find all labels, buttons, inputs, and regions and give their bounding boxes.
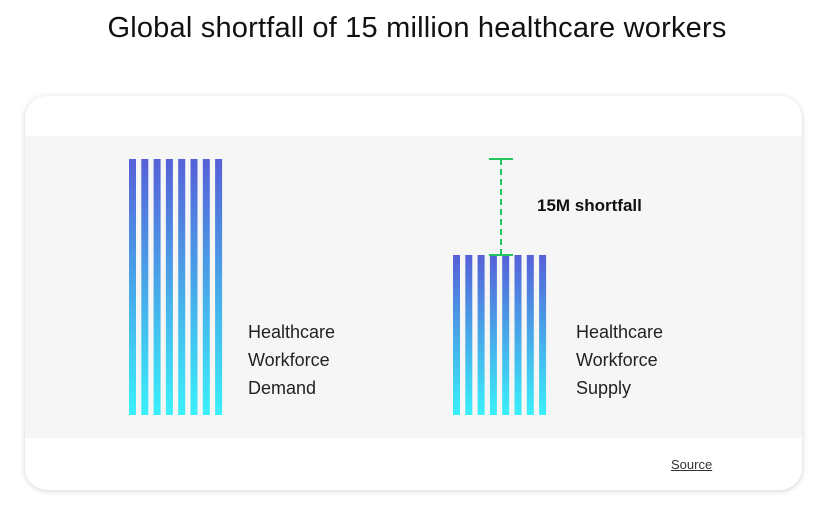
bar-label-demand: Healthcare Workforce Demand [248,322,336,398]
bar-stripe [539,255,547,415]
shortfall-annotation: 15M shortfall [537,196,642,215]
page-title: Global shortfall of 15 million healthcar… [107,12,727,44]
bar-stripe [202,159,210,415]
bar-stripe [526,255,534,415]
bar-stripe [129,159,136,415]
bar-stripe [215,159,223,415]
bar-stripe [502,255,510,415]
chart-card: Healthcare Workforce Demand Healthcare W… [25,96,802,490]
bar-stripe [178,159,186,415]
bar-stripe [465,255,473,415]
bar-chart [129,158,547,415]
bar-demand [129,159,223,415]
bar-stripe [489,255,497,415]
bar-stripe [141,159,149,415]
bar-stripe [453,255,460,415]
bar-stripe [477,255,485,415]
source-link[interactable]: Source [671,457,713,472]
bar-stripe [165,159,173,415]
bar-label-supply: Healthcare Workforce Supply [576,322,664,398]
bar-stripe [153,159,161,415]
bar-supply [453,255,547,415]
bar-stripe [190,159,198,415]
bar-stripe [514,255,522,415]
